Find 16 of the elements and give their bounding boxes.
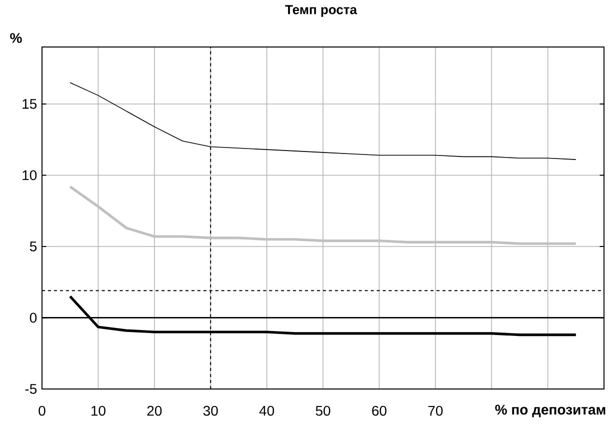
y-tick-label: 5 — [30, 242, 37, 252]
x-tick-label: 60 — [372, 406, 386, 416]
y-tick-label: 10 — [22, 170, 37, 180]
x-tick-label: 70 — [428, 406, 443, 416]
y-tick-label: 15 — [22, 99, 37, 109]
x-tick-label: 0 — [38, 406, 46, 416]
x-tick-label: 40 — [259, 406, 274, 416]
x-axis-title: % по депозитам — [495, 404, 606, 418]
x-tick-label: 10 — [91, 406, 106, 416]
chart-title: Темп роста — [285, 5, 358, 17]
y-axis-title: % — [10, 33, 22, 43]
y-tick-label: -5 — [25, 384, 37, 394]
x-tick-label: 30 — [203, 406, 218, 416]
y-tick-label: 0 — [30, 312, 37, 323]
x-tick-label: 50 — [316, 406, 330, 416]
x-tick-label: 20 — [147, 406, 162, 416]
